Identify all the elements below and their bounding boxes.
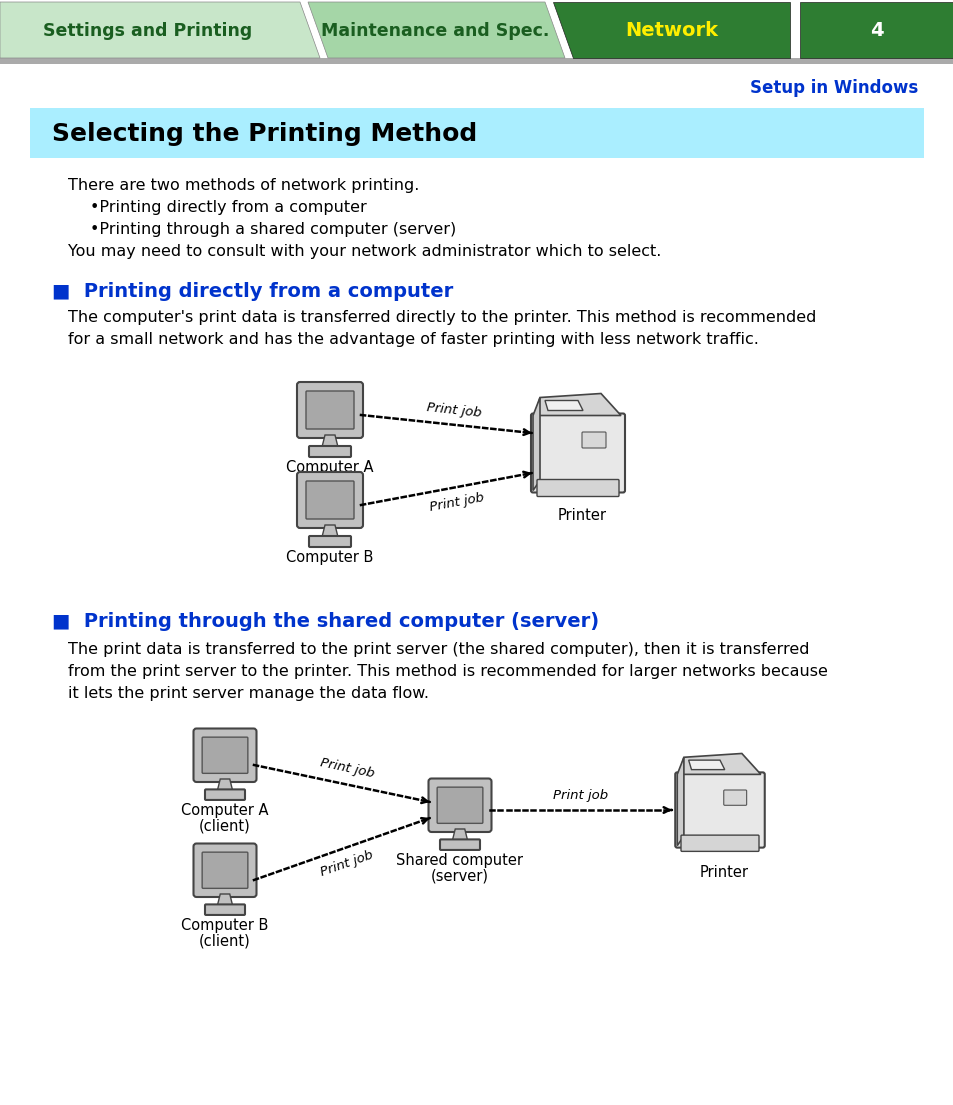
Polygon shape xyxy=(217,779,233,790)
Text: 4: 4 xyxy=(869,21,882,41)
Polygon shape xyxy=(322,435,337,448)
FancyBboxPatch shape xyxy=(581,432,605,448)
FancyBboxPatch shape xyxy=(537,480,618,496)
Text: Settings and Printing: Settings and Printing xyxy=(43,22,253,40)
Polygon shape xyxy=(535,393,620,415)
Text: Print job: Print job xyxy=(318,849,375,880)
Text: it lets the print server manage the data flow.: it lets the print server manage the data… xyxy=(68,686,429,701)
Text: •Printing through a shared computer (server): •Printing through a shared computer (ser… xyxy=(90,222,456,236)
Text: from the print server to the printer. This method is recommended for larger netw: from the print server to the printer. Th… xyxy=(68,664,827,678)
Text: You may need to consult with your network administrator which to select.: You may need to consult with your networ… xyxy=(68,244,660,259)
Polygon shape xyxy=(553,2,789,57)
Text: •Printing directly from a computer: •Printing directly from a computer xyxy=(90,200,366,215)
FancyBboxPatch shape xyxy=(675,772,764,848)
FancyBboxPatch shape xyxy=(296,472,363,528)
Polygon shape xyxy=(800,2,953,57)
Text: Shared computer: Shared computer xyxy=(396,853,523,867)
Text: for a small network and has the advantage of faster printing with less network t: for a small network and has the advantag… xyxy=(68,332,758,347)
Text: Maintenance and Spec.: Maintenance and Spec. xyxy=(320,22,549,40)
Text: (server): (server) xyxy=(431,869,489,884)
FancyBboxPatch shape xyxy=(205,789,245,800)
FancyBboxPatch shape xyxy=(531,413,624,493)
FancyBboxPatch shape xyxy=(306,481,354,519)
Polygon shape xyxy=(544,400,582,410)
FancyBboxPatch shape xyxy=(309,536,351,547)
FancyBboxPatch shape xyxy=(202,737,248,774)
Polygon shape xyxy=(0,2,319,57)
Text: Selecting the Printing Method: Selecting the Printing Method xyxy=(52,122,476,146)
Text: Computer B: Computer B xyxy=(181,918,269,933)
Polygon shape xyxy=(308,2,564,57)
Text: Setup in Windows: Setup in Windows xyxy=(749,78,917,97)
FancyBboxPatch shape xyxy=(306,391,354,429)
FancyBboxPatch shape xyxy=(428,779,491,832)
Text: Network: Network xyxy=(625,21,718,41)
Polygon shape xyxy=(322,525,337,537)
Text: There are two methods of network printing.: There are two methods of network printin… xyxy=(68,178,419,193)
Polygon shape xyxy=(677,757,683,845)
Text: ■  Printing directly from a computer: ■ Printing directly from a computer xyxy=(52,282,453,301)
FancyBboxPatch shape xyxy=(439,840,479,850)
Text: Printer: Printer xyxy=(699,865,748,880)
Text: The print data is transferred to the print server (the shared computer), then it: The print data is transferred to the pri… xyxy=(68,642,809,657)
Text: Print job: Print job xyxy=(553,789,608,801)
Text: Print job: Print job xyxy=(318,757,375,780)
Text: (client): (client) xyxy=(199,934,251,949)
FancyBboxPatch shape xyxy=(193,728,256,782)
Polygon shape xyxy=(30,108,923,158)
Text: ■  Printing through the shared computer (server): ■ Printing through the shared computer (… xyxy=(52,612,598,631)
FancyBboxPatch shape xyxy=(205,904,245,915)
Text: Computer A: Computer A xyxy=(286,460,374,475)
FancyBboxPatch shape xyxy=(296,382,363,438)
Polygon shape xyxy=(217,894,233,905)
Text: Computer A: Computer A xyxy=(181,803,269,818)
Polygon shape xyxy=(452,829,467,841)
Polygon shape xyxy=(679,754,760,775)
FancyBboxPatch shape xyxy=(436,787,482,823)
Text: (client): (client) xyxy=(199,819,251,834)
Polygon shape xyxy=(533,398,539,491)
Polygon shape xyxy=(0,57,953,64)
FancyBboxPatch shape xyxy=(202,852,248,888)
Text: Printer: Printer xyxy=(557,508,606,523)
FancyBboxPatch shape xyxy=(193,843,256,897)
Text: Print job: Print job xyxy=(426,401,482,420)
FancyBboxPatch shape xyxy=(309,446,351,457)
Text: Computer B: Computer B xyxy=(286,550,374,565)
Text: The computer's print data is transferred directly to the printer. This method is: The computer's print data is transferred… xyxy=(68,311,816,325)
Polygon shape xyxy=(688,760,724,769)
FancyBboxPatch shape xyxy=(680,835,759,851)
Text: Print job: Print job xyxy=(428,492,484,515)
FancyBboxPatch shape xyxy=(723,790,746,806)
